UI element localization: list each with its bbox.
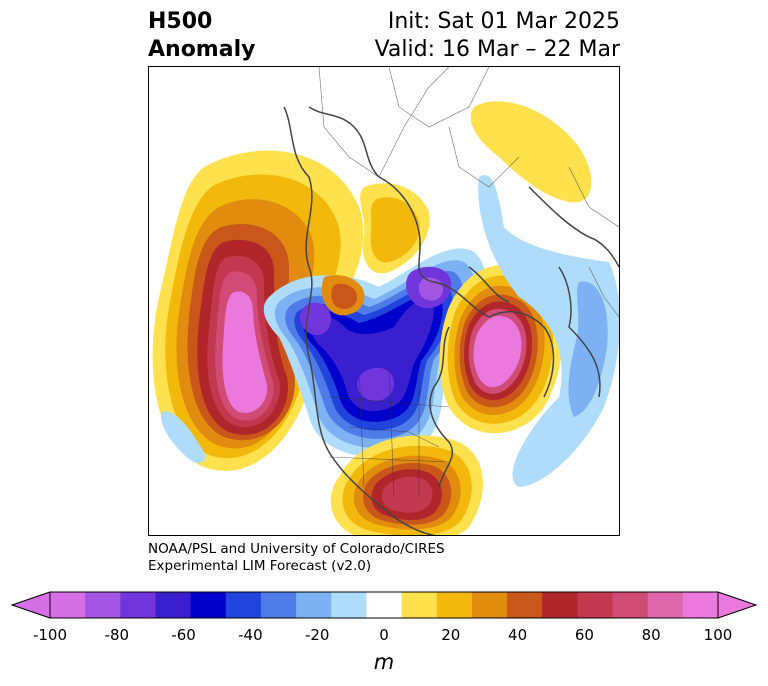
colorbar: -100 -80 -60 -40 -20 0 20 40 60 80 100 m xyxy=(0,588,768,678)
colorbar-extend-high xyxy=(717,591,758,619)
colorbar-swatch xyxy=(331,592,367,618)
colorbar-extend-low xyxy=(10,591,51,619)
map-title: H500 Anomaly xyxy=(148,8,408,64)
colorbar-swatch xyxy=(507,592,543,618)
colorbar-unit: m xyxy=(373,650,395,674)
map-panel xyxy=(148,66,620,536)
colorbar-swatch xyxy=(471,592,508,618)
colorbar-tick-label: -20 xyxy=(304,626,330,644)
colorbar-tick-label: 0 xyxy=(379,626,389,644)
colorbar-swatch xyxy=(612,592,649,618)
colorbar-swatch xyxy=(85,592,121,618)
colorbar-swatch xyxy=(577,592,614,618)
colorbar-swatch xyxy=(190,592,227,618)
anomaly-map xyxy=(152,67,619,535)
colorbar-tick-label: -100 xyxy=(32,626,68,644)
colorbar-swatch xyxy=(682,592,719,618)
credit-text: NOAA/PSL and University of Colorado/CIRE… xyxy=(148,541,445,575)
colorbar-tick-label: 60 xyxy=(574,626,594,644)
colorbar-swatch xyxy=(50,592,86,618)
colorbar-tick-label: 100 xyxy=(703,626,733,644)
atlantic-ridge xyxy=(439,264,563,434)
colorbar-swatch xyxy=(542,592,578,618)
valid-range: Valid: 16 Mar – 22 Mar xyxy=(374,37,620,62)
title-anomaly: Anomaly xyxy=(148,37,256,62)
southeast-us-ridge xyxy=(330,435,483,535)
pacific-ridge xyxy=(152,150,364,471)
colorbar-bar xyxy=(10,591,758,619)
colorbar-swatch xyxy=(155,592,192,618)
borders xyxy=(318,67,619,498)
colorbar-swatch xyxy=(401,592,438,618)
colorbar-swatch xyxy=(225,592,262,618)
colorbar-swatch xyxy=(260,592,297,618)
credit-line-2: Experimental LIM Forecast (v2.0) xyxy=(148,558,372,574)
init-date: Init: Sat 01 Mar 2025 xyxy=(387,9,620,34)
colorbar-tick-label: -60 xyxy=(171,626,196,644)
title-variable: H500 xyxy=(148,9,213,34)
pacific-low xyxy=(160,411,206,463)
colorbar-tick-label: -80 xyxy=(104,626,130,644)
colorbar-swatch xyxy=(436,592,473,618)
forecast-dates: Init: Sat 01 Mar 2025 Valid: 16 Mar – 22… xyxy=(300,8,620,64)
colorbar-swatch xyxy=(296,592,332,618)
colorbar-tick-label: -40 xyxy=(238,626,263,644)
arctic-ridge xyxy=(321,101,592,316)
colorbar-swatch xyxy=(647,592,684,618)
colorbar-tick-label: 80 xyxy=(641,626,661,644)
colorbar-swatch xyxy=(366,592,403,618)
coastlines xyxy=(283,106,619,535)
credit-line-1: NOAA/PSL and University of Colorado/CIRE… xyxy=(148,541,445,557)
colorbar-tick-label: 20 xyxy=(441,626,461,644)
colorbar-border xyxy=(49,591,719,619)
colorbar-swatch xyxy=(120,592,156,618)
colorbar-tick-label: 40 xyxy=(508,626,528,644)
